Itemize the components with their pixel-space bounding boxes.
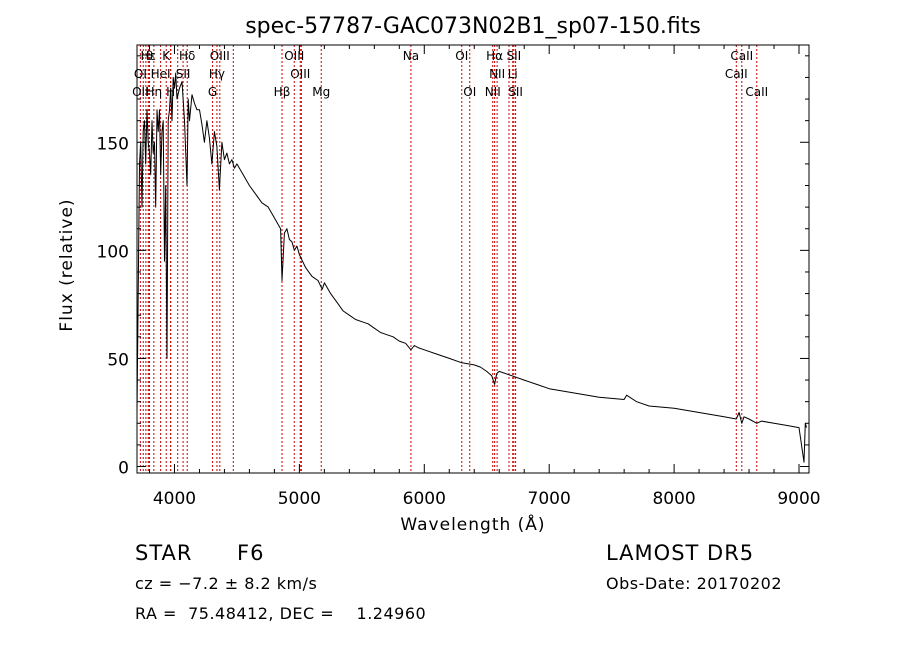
marker-label: SII (508, 85, 523, 99)
object-class: STAR (135, 541, 193, 565)
y-tick-label: 150 (97, 134, 129, 154)
x-tick-label: 6000 (403, 489, 446, 509)
marker-label: Li (508, 67, 518, 81)
marker-label: OI (463, 85, 476, 99)
marker-label: SII (176, 67, 191, 81)
marker-label: K (162, 49, 171, 63)
marker-label: OIII (290, 67, 310, 81)
marker-label: NII (485, 85, 501, 99)
coordinates: RA = 75.48412, DEC = 1.24960 (135, 604, 427, 623)
observation-date: Obs-Date: 20170202 (606, 574, 783, 593)
marker-label: Hγ (209, 67, 225, 81)
redshift-velocity: cz = −7.2 ± 8.2 km/s (135, 574, 318, 593)
marker-label: CaII (725, 67, 748, 81)
marker-label: NII (489, 67, 505, 81)
x-axis-label: Wavelength (Å) (400, 513, 545, 535)
y-axis-ticks: 0 50 100 150 (97, 55, 809, 479)
marker-label: Hε (140, 49, 156, 63)
y-axis-label: Flux (relative) (57, 198, 77, 331)
marker-label: OI (455, 49, 468, 63)
marker-label: G (208, 85, 217, 99)
y-tick-label: 0 (118, 459, 129, 479)
marker-label: OI (134, 67, 147, 81)
marker-label: HeI (151, 67, 171, 81)
marker-label: CaII (730, 49, 753, 63)
spectrum-line (136, 72, 807, 463)
marker-label: Hη (146, 85, 163, 99)
y-tick-label: 100 (97, 242, 129, 262)
marker-label: OIII (284, 49, 304, 63)
x-tick-label: 5000 (278, 489, 321, 509)
marker-label: Mg (312, 85, 330, 99)
marker-label: θ (146, 49, 153, 63)
plot-frame (136, 44, 810, 474)
marker-label: OII (132, 85, 149, 99)
x-tick-label: 7000 (528, 489, 571, 509)
x-tick-label: 4000 (153, 489, 196, 509)
marker-label: OIII (210, 49, 230, 63)
marker-label: Hδ (179, 49, 195, 63)
marker-label: Hβ (274, 85, 291, 99)
survey-name: LAMOST DR5 (606, 541, 755, 565)
marker-label: CaII (745, 85, 768, 99)
x-tick-label: 8000 (652, 489, 695, 509)
spectrum-series (136, 72, 807, 463)
chart-title: spec-57787-GAC073N02B1_sp07-150.fits (245, 14, 701, 39)
y-tick-label: 50 (107, 350, 129, 370)
marker-label: Na (403, 49, 419, 63)
x-tick-label: 9000 (777, 489, 820, 509)
x-axis-ticks: 4000 5000 6000 7000 8000 9000 (148, 45, 821, 509)
marker-label: Hα (486, 49, 503, 63)
marker-label: SII (506, 49, 521, 63)
object-subclass: F6 (237, 541, 265, 565)
